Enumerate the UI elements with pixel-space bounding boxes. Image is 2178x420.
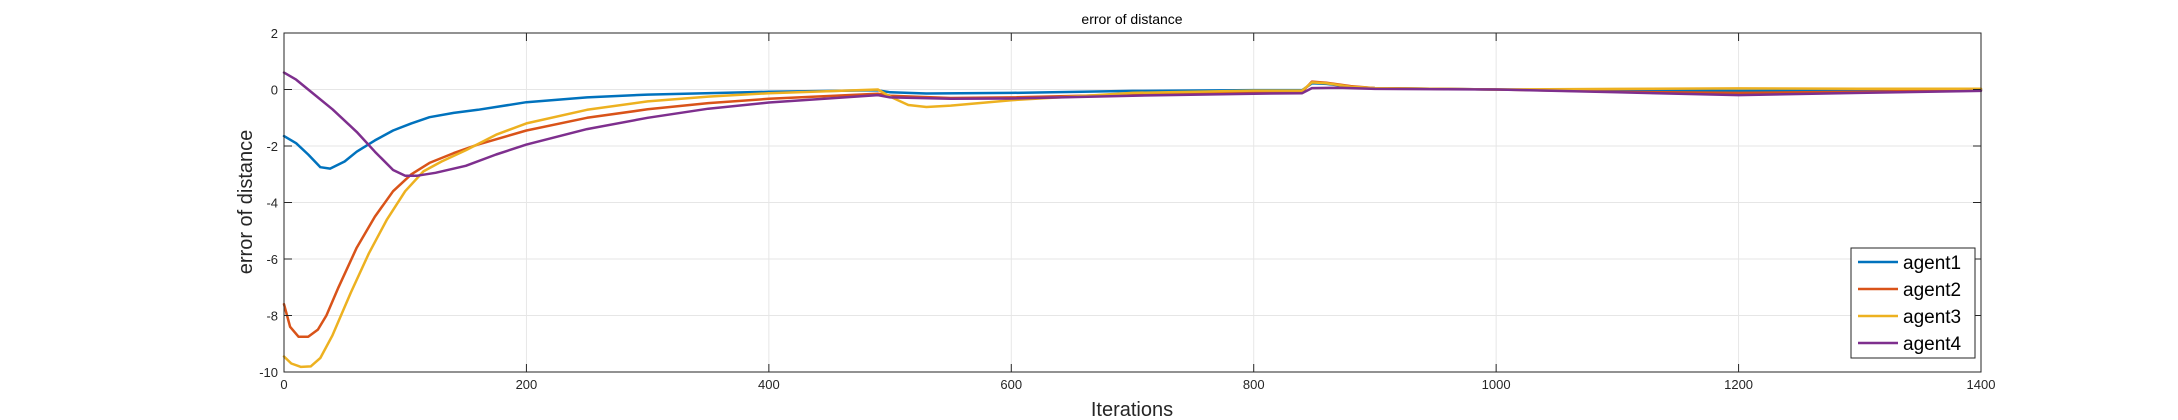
- x-axis-label: Iterations: [1091, 399, 1173, 420]
- tick-labels: 0 200 400 600 800 1000 1200 1400 -10 -8 -6 -4 -2 0 2: [259, 26, 1995, 392]
- y-tick-label: -6: [266, 252, 278, 267]
- y-tick-label: -10: [259, 365, 278, 380]
- x-tick-label: 1200: [1724, 377, 1753, 392]
- x-tick-label: 400: [758, 377, 780, 392]
- axis-ticks: [283, 32, 1982, 373]
- x-tick-label: 1000: [1482, 377, 1511, 392]
- legend-label-agent1: agent1: [1903, 253, 1961, 274]
- x-tick-label: 1400: [1967, 377, 1996, 392]
- legend-label-agent2: agent2: [1903, 280, 1961, 301]
- x-tick-label: 800: [1243, 377, 1265, 392]
- y-tick-label: 2: [271, 26, 278, 41]
- legend: agent1 agent2 agent3 agent4: [1850, 247, 1976, 359]
- legend-box: [1850, 247, 1976, 359]
- series-line-agent4: [282, 71, 1983, 177]
- x-tick-label: 0: [280, 377, 287, 392]
- legend-label-agent3: agent3: [1903, 307, 1961, 328]
- series-layer: [282, 71, 1983, 369]
- x-tick-label: 200: [516, 377, 538, 392]
- y-axis-label: error of distance: [235, 130, 257, 275]
- y-tick-label: -4: [266, 196, 278, 211]
- series-line-agent3: [282, 81, 1983, 369]
- y-tick-label: 0: [271, 83, 278, 98]
- y-tick-label: -8: [266, 309, 278, 324]
- chart-title: error of distance: [1081, 11, 1182, 27]
- y-tick-label: -2: [266, 139, 278, 154]
- x-tick-label: 600: [1000, 377, 1022, 392]
- legend-label-agent4: agent4: [1903, 334, 1962, 355]
